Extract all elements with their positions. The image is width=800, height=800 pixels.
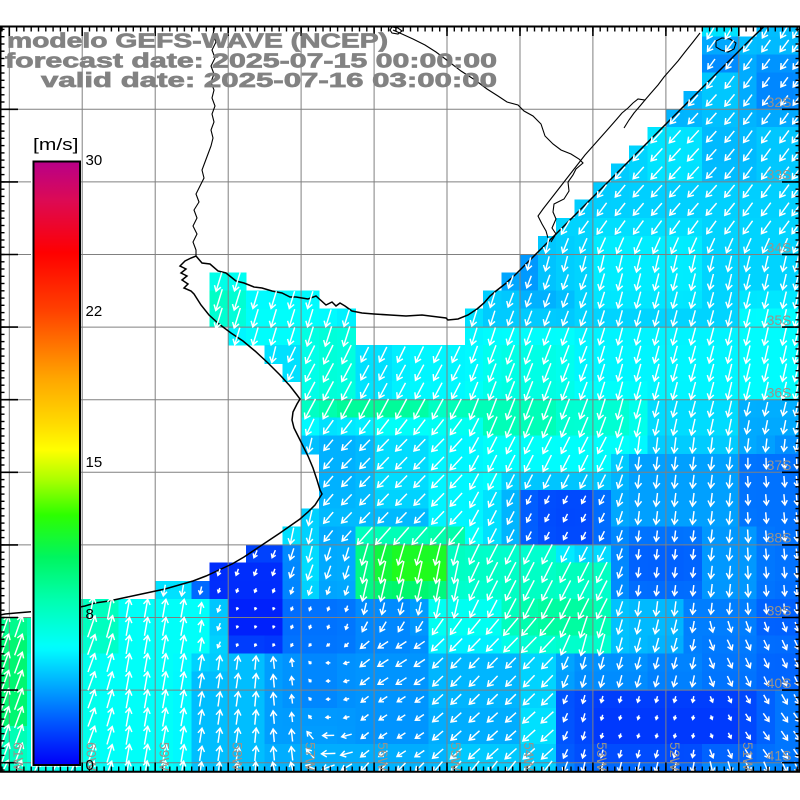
svg-text:36S: 36S xyxy=(767,385,792,401)
svg-text:8: 8 xyxy=(86,606,94,623)
svg-text:53W: 53W xyxy=(594,742,610,772)
svg-text:34S: 34S xyxy=(767,239,792,255)
svg-text:41S: 41S xyxy=(767,748,792,764)
svg-text:61W: 61W xyxy=(11,742,27,772)
svg-text:56W: 56W xyxy=(375,742,391,772)
svg-text:38S: 38S xyxy=(767,530,792,546)
svg-text:22: 22 xyxy=(86,303,103,320)
svg-text:valid date: 2025-07-16 03:00:0: valid date: 2025-07-16 03:00:00 xyxy=(41,70,497,92)
svg-text:59W: 59W xyxy=(156,742,172,772)
svg-text:37S: 37S xyxy=(767,457,792,473)
svg-text:30: 30 xyxy=(86,152,103,169)
svg-text:57W: 57W xyxy=(302,742,318,772)
svg-text:40S: 40S xyxy=(767,675,792,691)
svg-text:52W: 52W xyxy=(667,742,683,772)
svg-text:54W: 54W xyxy=(521,742,537,772)
svg-text:35S: 35S xyxy=(767,312,792,328)
svg-text:[m/s]: [m/s] xyxy=(33,135,79,154)
svg-text:33S: 33S xyxy=(767,167,792,183)
svg-text:51W: 51W xyxy=(740,742,756,772)
svg-text:60W: 60W xyxy=(84,742,100,772)
svg-text:55W: 55W xyxy=(448,742,464,772)
svg-text:39S: 39S xyxy=(767,602,792,618)
svg-text:32S: 32S xyxy=(767,94,792,110)
svg-text:0: 0 xyxy=(86,757,94,774)
svg-text:58W: 58W xyxy=(229,742,245,772)
svg-text:15: 15 xyxy=(86,454,103,471)
svg-text:modelo GEFS-WAVE (NCEP): modelo GEFS-WAVE (NCEP) xyxy=(7,31,388,53)
svg-text:forecast date: 2025-07-15 00:0: forecast date: 2025-07-15 00:00:00 xyxy=(5,50,497,72)
